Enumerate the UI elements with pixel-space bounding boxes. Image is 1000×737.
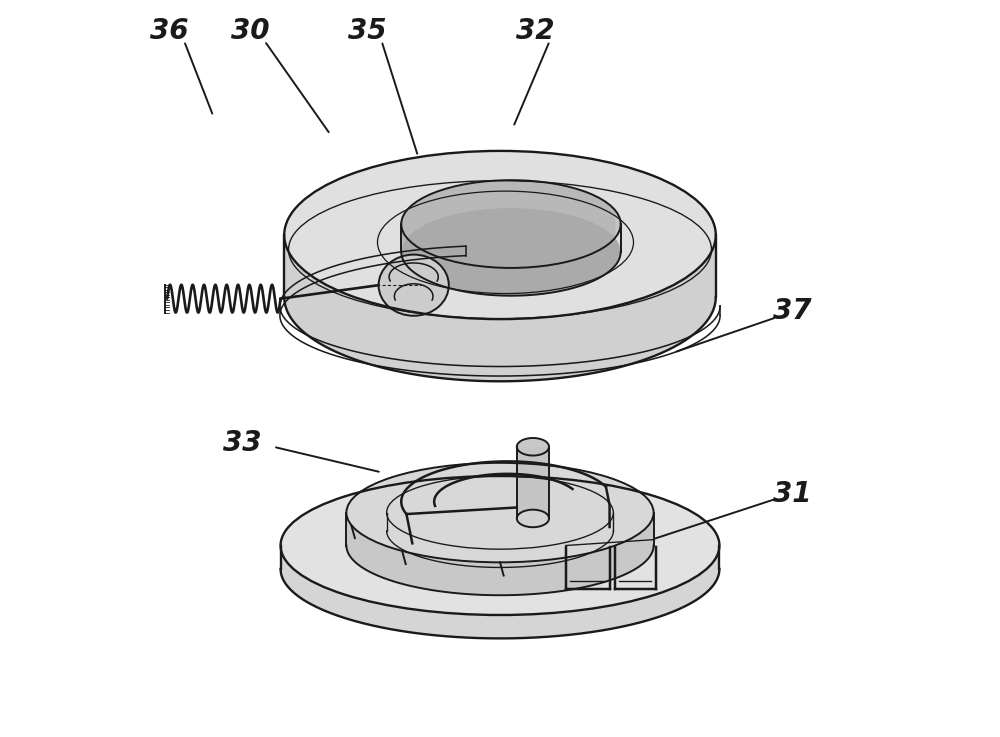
Polygon shape <box>346 513 654 595</box>
Ellipse shape <box>379 254 449 315</box>
Ellipse shape <box>517 438 549 455</box>
Polygon shape <box>401 180 615 252</box>
Ellipse shape <box>284 151 716 319</box>
Text: 31: 31 <box>773 481 812 509</box>
Text: 35: 35 <box>348 16 386 44</box>
Text: 30: 30 <box>231 16 269 44</box>
Polygon shape <box>281 545 719 638</box>
Polygon shape <box>284 235 716 381</box>
Text: 36: 36 <box>150 16 189 44</box>
Ellipse shape <box>517 510 549 527</box>
Polygon shape <box>517 447 549 518</box>
Text: 33: 33 <box>223 429 262 457</box>
Ellipse shape <box>401 208 621 296</box>
Ellipse shape <box>346 463 654 562</box>
Text: 37: 37 <box>773 298 812 326</box>
Ellipse shape <box>401 180 621 268</box>
Text: 32: 32 <box>516 16 554 44</box>
Ellipse shape <box>281 476 719 615</box>
